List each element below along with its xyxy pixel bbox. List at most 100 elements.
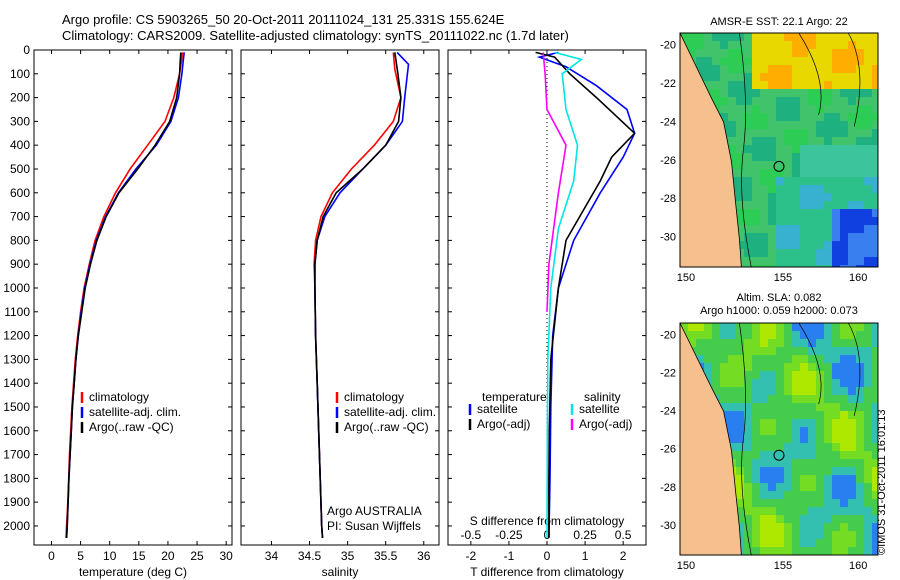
- depth-tick-label: 1300: [3, 352, 30, 366]
- temperature-panel: 0 5 10 15 20 25 30 temperature (deg C) 0 100 200 30…: [3, 43, 233, 579]
- sla-xtick-label: 160: [849, 560, 867, 572]
- salinity-series-satellite-adj-clim-: [314, 51, 410, 538]
- salinity-legend-label: Argo(..raw -QC): [344, 420, 429, 434]
- depth-tick-label: 900: [10, 257, 30, 271]
- salinity-axes-box: [240, 49, 440, 546]
- sst-title: AMSR-E SST: 22.1 Argo: 22: [710, 16, 848, 28]
- salinity-legend-label: satellite-adj. clim.: [344, 405, 436, 419]
- sla-ytick-label: -22: [660, 368, 676, 380]
- sst-ytick-label: -24: [660, 116, 676, 128]
- depth-tick-label: 0: [23, 43, 30, 57]
- sst-ytick-label: -22: [660, 78, 676, 90]
- argo-owner: Argo AUSTRALIA: [327, 504, 422, 518]
- title-line-2: Climatology: CARS2009. Satellite-adjuste…: [62, 28, 569, 43]
- salinity-xlabel: salinity: [322, 565, 359, 579]
- sla-contour: [847, 323, 861, 416]
- sla-land: [680, 323, 742, 555]
- sst-contour: [739, 33, 752, 267]
- sla-ytick-label: -24: [660, 406, 676, 418]
- difference-series-salinity-satellite: [546, 51, 584, 538]
- argo-pi: PI: Susan Wijffels: [327, 519, 421, 533]
- salinity-panel: 34 34.5 35 35.5 36 salinity climatologysatelli…: [240, 49, 440, 579]
- depth-tick-label: 400: [10, 138, 30, 152]
- temperature-legend-label: climatology: [89, 390, 149, 404]
- temperature-xtick-label: 15: [132, 549, 146, 563]
- sla-ytick-label: -26: [660, 444, 676, 456]
- sst-ytick-label: -30: [660, 232, 676, 244]
- sla-field: [680, 323, 878, 555]
- depth-tick-label: 1900: [3, 495, 30, 509]
- s-tick-label: 0.5: [615, 528, 632, 542]
- depth-tick-label: 700: [10, 210, 30, 224]
- depth-tick-label: 800: [10, 233, 30, 247]
- salinity-xtick-label: 36: [417, 549, 431, 563]
- sla-ytick-label: -20: [660, 330, 676, 342]
- temperature-legend-label: satellite-adj. clim.: [89, 405, 181, 419]
- sst-field: [680, 33, 878, 267]
- sst-xtick-label: 155: [774, 272, 792, 284]
- difference-xtick-label: -2: [466, 549, 477, 563]
- salinity-legend-label: climatology: [344, 390, 404, 404]
- temperature-xtick-label: 10: [103, 549, 117, 563]
- depth-tick-label: 500: [10, 162, 30, 176]
- sst-land: [680, 33, 742, 267]
- temperature-xlabel: temperature (deg C): [79, 565, 187, 579]
- diff-legend-label: satellite: [579, 402, 620, 416]
- salinity-xtick-label: 34: [265, 549, 279, 563]
- sst-contour: [847, 33, 861, 127]
- depth-tick-label: 1500: [3, 400, 30, 414]
- salinity-xtick-label: 34.5: [298, 549, 322, 563]
- timestamp: ©IMOS 31-Oct-2011 16:01:13: [876, 409, 888, 555]
- difference-xtick-label: 1: [582, 549, 589, 563]
- title-line-1: Argo profile: CS 5903265_50 20-Oct-2011 …: [62, 12, 505, 27]
- temperature-axes-box: [33, 49, 233, 546]
- temperature-xtick-label: 20: [161, 549, 175, 563]
- depth-tick-label: 1800: [3, 471, 30, 485]
- s-tick-label: -0.5: [461, 528, 482, 542]
- difference-xtick-label: -1: [504, 549, 515, 563]
- temperature-series-argo-raw-qc-: [65, 52, 182, 538]
- diff-legend-label: satellite: [477, 402, 518, 416]
- sst-ytick-label: -28: [660, 193, 676, 205]
- sst-frame: [679, 32, 879, 268]
- difference-series-temperature-argo-adj-: [535, 51, 636, 538]
- difference-xtick-label: 2: [620, 549, 627, 563]
- sst-float-marker: [773, 160, 785, 172]
- depth-tick-label: 1400: [3, 376, 30, 390]
- sla-xtick-label: 155: [774, 560, 792, 572]
- sla-xtick-label: 150: [677, 560, 695, 572]
- sla-ytick-label: -30: [660, 520, 676, 532]
- sst-xtick-label: 160: [849, 272, 867, 284]
- difference-series-salinity-argo-adj-: [542, 52, 567, 312]
- legend-salinity-header: salinity: [584, 390, 621, 404]
- difference-xtick-label: 0: [544, 549, 551, 563]
- depth-tick-label: 1000: [3, 281, 30, 295]
- depth-tick-label: 1100: [4, 305, 30, 319]
- salinity-xtick-label: 35.5: [374, 549, 398, 563]
- temperature-xtick-label: 5: [77, 549, 84, 563]
- sla-contour: [798, 323, 822, 405]
- sla-float-marker: [773, 449, 785, 461]
- sla-contour: [739, 323, 752, 555]
- sst-ytick-label: -26: [660, 155, 676, 167]
- temperature-xtick-label: 25: [190, 549, 204, 563]
- difference-series-temperature-satellite: [536, 51, 636, 538]
- depth-tick-label: 200: [10, 91, 30, 105]
- sla-title: Altim. SLA: 0.082: [737, 292, 822, 304]
- depth-tick-label: 300: [10, 114, 30, 128]
- depth-tick-label: 2000: [3, 519, 30, 533]
- salinity-xtick-label: 35: [341, 549, 355, 563]
- sst-contour: [798, 33, 822, 115]
- depth-tick-label: 1600: [3, 424, 30, 438]
- diff-legend-label: Argo(-adj): [579, 417, 632, 431]
- depth-tick-label: 1700: [3, 448, 30, 462]
- legend-temperature-header: temperature: [482, 390, 547, 404]
- difference-xlabel: T difference from climatology: [470, 565, 624, 579]
- sla-title: Argo h1000: 0.059 h2000: 0.073: [700, 305, 858, 317]
- sla-frame: [679, 322, 879, 556]
- diff-legend-label: Argo(-adj): [477, 417, 530, 431]
- depth-tick-label: 600: [10, 186, 30, 200]
- sst-ytick-label: -20: [660, 40, 676, 52]
